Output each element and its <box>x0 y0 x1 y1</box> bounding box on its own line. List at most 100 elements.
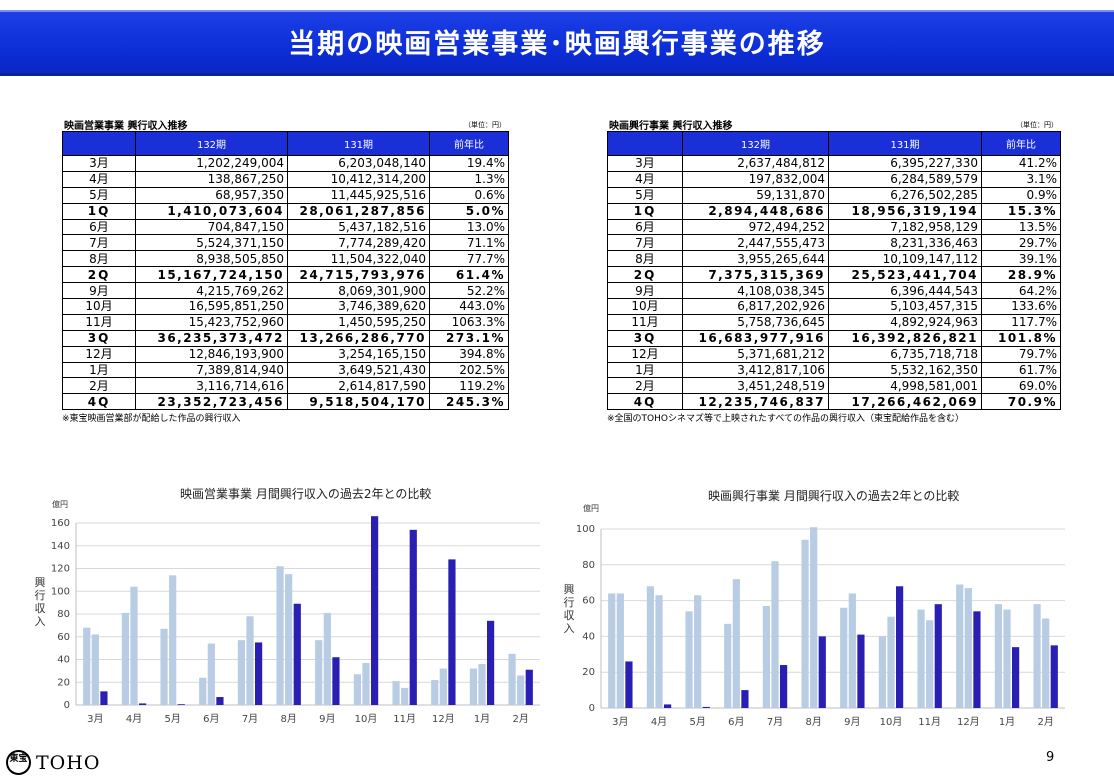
table-cell: 10,109,147,112 <box>828 250 982 268</box>
bar <box>91 634 99 705</box>
table-row: 3Q 36,235,373,472 13,266,286,770 273.1% <box>62 329 509 347</box>
table-cell: 16,392,826,821 <box>828 329 982 347</box>
table-row: 11月 15,423,752,960 1,450,595,250 1063.3% <box>62 313 509 331</box>
bar <box>431 679 439 705</box>
table-cell: 8,069,301,900 <box>287 282 430 300</box>
table-row: 4Q 12,235,746,837 17,266,462,069 70.9% <box>607 393 1061 411</box>
y-tick-label: 120 <box>51 564 70 575</box>
table-row: 5月 59,131,870 6,276,502,285 0.9% <box>607 186 1061 204</box>
row-label: 5月 <box>62 186 136 204</box>
table-row: 2Q 15,167,724,150 24,715,793,976 61.4% <box>62 266 509 284</box>
table-cell: 3,746,389,620 <box>287 298 430 315</box>
table-row: 10月 6,817,202,926 5,103,457,315 133.6% <box>607 298 1061 315</box>
x-tick-label: 3月 <box>87 713 103 725</box>
bar <box>100 691 108 705</box>
y-tick-label: 20 <box>57 677 70 688</box>
table-cell: 2,637,484,812 <box>682 155 829 172</box>
row-label: 6月 <box>607 218 683 236</box>
row-label: 5月 <box>607 186 683 204</box>
row-label: 2Q <box>62 266 136 284</box>
table-row: 5月 68,957,350 11,445,925,516 0.6% <box>62 186 509 204</box>
table-cell: 245.3% <box>429 393 509 411</box>
table-cell: 2,447,555,473 <box>682 234 829 252</box>
table-unit: （単位：円） <box>464 121 506 129</box>
table-cell: 16,595,851,250 <box>135 298 288 315</box>
table-cell: 24,715,793,976 <box>287 266 430 284</box>
bar <box>1033 604 1041 708</box>
bar <box>664 704 672 708</box>
bar <box>780 665 788 708</box>
y-tick-label: 60 <box>57 632 70 643</box>
table-row: 7月 5,524,371,150 7,774,289,420 71.1% <box>62 234 509 252</box>
bar <box>216 697 224 705</box>
chart-plot: 0 20 40 60 80 100 120 140 160 3月 4月 5月 6月 7月 8月 9月 10月 11… <box>51 516 540 725</box>
y-tick-label: 0 <box>589 703 595 714</box>
bar <box>83 627 91 705</box>
row-label: 3Q <box>62 329 136 347</box>
table-cell: 3,955,265,644 <box>682 250 829 268</box>
bar <box>956 584 964 708</box>
bar <box>246 616 254 705</box>
row-label: 10月 <box>62 298 136 315</box>
y-tick-label: 100 <box>51 586 70 597</box>
table-cell: 3,451,248,519 <box>682 377 829 395</box>
table-cell: 23,352,723,456 <box>135 393 288 411</box>
table-cell: 5,758,736,645 <box>682 313 829 331</box>
bar <box>926 620 934 708</box>
bar <box>525 669 533 705</box>
table-row: 6月 972,494,252 7,182,958,129 13.5% <box>607 218 1061 236</box>
chart-unit: 億円 <box>583 504 599 513</box>
page-number: 9 <box>1046 750 1055 765</box>
y-tick-label: 20 <box>582 667 595 678</box>
table-cell: 41.2% <box>981 155 1061 172</box>
y-axis-title: 興行収入 <box>563 583 575 635</box>
bar <box>1050 645 1058 708</box>
bar <box>646 586 654 708</box>
table-row: 1Q 2,894,448,686 18,956,319,194 15.3% <box>607 202 1061 220</box>
table-caption: 映画営業事業 興行収入推移 （単位：円） <box>62 117 508 132</box>
header: 当期の映画営業事業･映画興行事業の推移 <box>0 0 1114 84</box>
bar <box>762 605 770 708</box>
y-tick-label: 40 <box>582 631 595 642</box>
table-row: 8月 3,955,265,644 10,109,147,112 39.1% <box>607 250 1061 268</box>
row-label: 4Q <box>62 393 136 411</box>
bar <box>448 559 456 705</box>
x-tick-label: 1月 <box>474 713 490 725</box>
row-label: 7月 <box>607 234 683 252</box>
bar <box>896 586 904 708</box>
bar <box>517 675 525 705</box>
table-row: 3月 2,637,484,812 6,395,227,330 41.2% <box>607 155 1061 172</box>
bar <box>702 706 710 708</box>
revenue-table-distribution: 132期 131期 前年比 3月 1,202,249,004 6,203,048,1… <box>62 131 509 411</box>
x-tick-label: 10月 <box>880 716 903 728</box>
table-cell: 7,375,315,369 <box>682 266 829 284</box>
table-cell: 119.2% <box>429 377 509 395</box>
x-tick-label: 2月 <box>1037 716 1053 728</box>
table-row: 3月 1,202,249,004 6,203,048,140 19.4% <box>62 155 509 172</box>
bar <box>848 593 856 708</box>
row-label: 2Q <box>607 266 683 284</box>
bar <box>409 529 417 705</box>
row-label: 4月 <box>62 170 136 188</box>
bar <box>801 539 809 708</box>
x-tick-label: 4月 <box>126 713 142 725</box>
bar <box>694 595 702 708</box>
bar <box>857 634 865 708</box>
x-tick-label: 11月 <box>393 713 416 725</box>
table-note: ※全国のTOHOシネマズ等で上映されたすべての作品の興行収入（東宝配給作品を含む… <box>607 414 964 425</box>
table-row: 3Q 16,683,977,916 16,392,826,821 101.8% <box>607 329 1061 347</box>
table-cell: 61.7% <box>981 361 1061 379</box>
y-tick-label: 60 <box>582 596 595 607</box>
table-cell: 1063.3% <box>429 313 509 331</box>
table-cell: 6,817,202,926 <box>682 298 829 315</box>
table-block-distribution: 映画営業事業 興行収入推移 （単位：円） 132期 131期 前年比 3月 1,2… <box>62 117 509 424</box>
table-cell: 7,182,958,129 <box>828 218 982 236</box>
chart-distribution: 映画営業事業 月間興行収入の過去2年との比較 億円 興行収入 0 20 40 60 80… <box>35 482 550 732</box>
table-row: 1月 3,412,817,106 5,532,162,350 61.7% <box>607 361 1061 379</box>
table-cell: 29.7% <box>981 234 1061 252</box>
row-label: 1月 <box>62 361 136 379</box>
bar <box>332 657 340 705</box>
table-row: 4月 138,867,250 10,412,314,200 1.3% <box>62 170 509 188</box>
table-cell: 443.0% <box>429 298 509 315</box>
bar <box>160 628 168 705</box>
